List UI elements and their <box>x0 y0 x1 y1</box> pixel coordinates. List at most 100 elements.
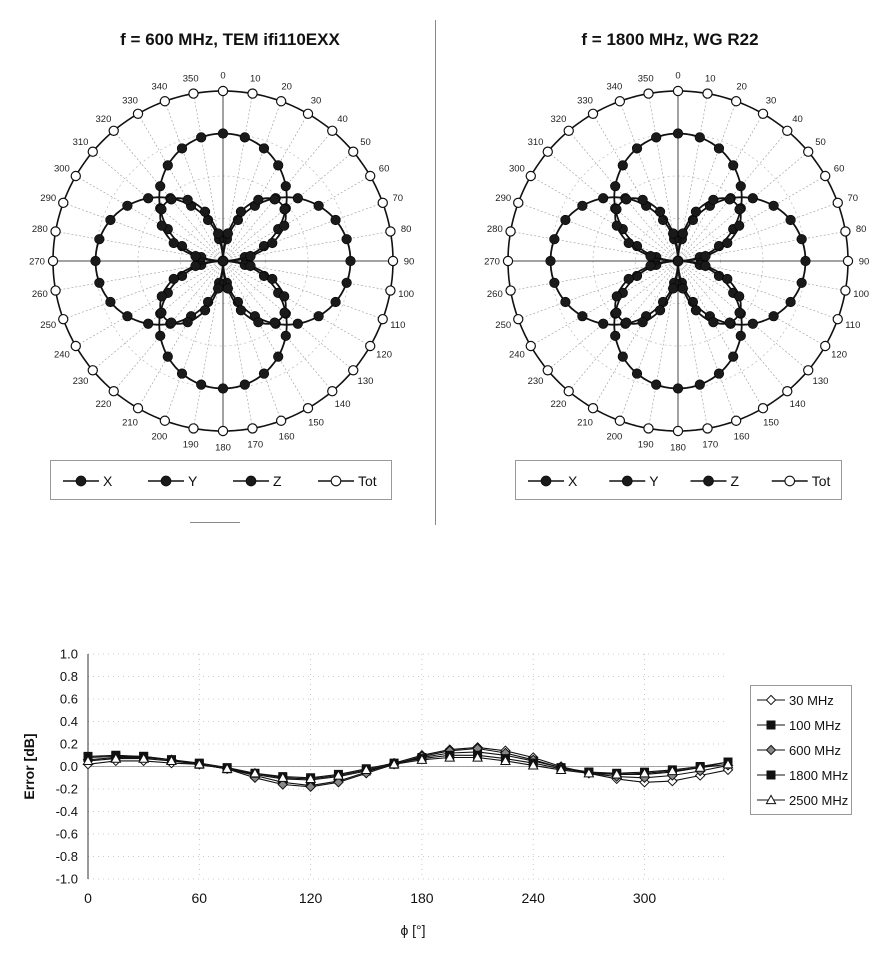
polar-point-tot <box>159 415 171 426</box>
polar-angle-tick: 100 <box>398 289 414 300</box>
polar-angle-tick: 40 <box>792 114 803 125</box>
polar-angle-tick: 130 <box>813 376 829 387</box>
polar-point-z <box>722 237 733 249</box>
polar-point-z <box>245 260 256 271</box>
series-line-3 <box>87 754 729 779</box>
polar-angle-tick: 120 <box>831 350 847 361</box>
polar-point-z <box>267 237 278 249</box>
polar-angle-tick: 260 <box>32 289 48 300</box>
legend-label: Z <box>731 473 740 489</box>
polar-point-z <box>700 251 711 262</box>
polar-angle-tick: 40 <box>337 114 348 125</box>
polar-point-z <box>623 237 634 249</box>
polar-angle-tick: 300 <box>509 164 525 175</box>
legend-marker <box>765 794 777 805</box>
legend-marker <box>765 744 777 756</box>
polar-point-tot <box>247 88 258 99</box>
polar-angle-tick: 310 <box>73 137 89 148</box>
polar-angle-tick: 210 <box>122 418 138 429</box>
polar-point-z <box>637 317 648 328</box>
polar-angle-tick: 200 <box>606 431 622 442</box>
legend-marker <box>160 475 172 487</box>
polar-point-tot <box>782 125 793 136</box>
legend-label: Tot <box>358 473 377 489</box>
polar-angle-tick: 320 <box>96 114 112 125</box>
polar-point-tot <box>505 285 516 296</box>
data-point <box>694 761 706 772</box>
legend-label: Y <box>188 473 198 489</box>
polar-point-x <box>728 351 739 362</box>
polar-point-tot <box>385 226 396 237</box>
polar-point-tot <box>614 96 626 107</box>
polar-point-x <box>176 143 188 154</box>
polar-point-z <box>637 194 648 205</box>
polar-point-z <box>190 260 201 271</box>
data-point <box>388 758 400 769</box>
polar-angle-tick: 260 <box>487 289 503 300</box>
polar-point-tot <box>643 423 654 434</box>
polar-point-z <box>734 204 745 215</box>
data-point <box>527 759 539 770</box>
data-point <box>82 755 94 766</box>
x-tick-label: 300 <box>633 890 657 906</box>
polar-legend-1800mhz: X Y Z Tot <box>515 460 842 500</box>
polar-point-tot <box>542 146 553 157</box>
legend-label: 100 MHz <box>789 718 841 733</box>
polar-angle-tick: 190 <box>183 440 199 451</box>
polar-point-tot <box>803 365 814 376</box>
polar-point-tot <box>365 170 376 182</box>
polar-point-tot <box>70 340 81 352</box>
series-line-4 <box>87 756 729 780</box>
polar-point-z <box>668 283 679 294</box>
legend-label: 600 MHz <box>789 743 841 758</box>
y-tick-label: -1.0 <box>56 872 78 887</box>
polar-point-tot <box>702 423 713 434</box>
y-tick-label: 1.0 <box>60 647 78 662</box>
polar-point-tot <box>302 108 314 119</box>
polar-point-z <box>222 283 233 294</box>
polar-point-y <box>313 200 324 211</box>
polar-point-tot <box>505 226 516 237</box>
polar-angle-tick: 350 <box>183 73 199 84</box>
y-tick-label: 0.4 <box>60 714 78 729</box>
polar-angle-tick: 250 <box>495 320 511 331</box>
legend-label: 2500 MHz <box>789 793 848 808</box>
polar-point-x <box>672 383 684 394</box>
legend-label: 30 MHz <box>789 693 834 708</box>
y-tick-label: -0.6 <box>56 827 78 842</box>
polar-point-y <box>94 234 105 245</box>
polar-point-z <box>279 307 290 318</box>
polar-angle-tick: 0 <box>675 71 680 82</box>
polar-point-tot <box>58 313 69 325</box>
polar-angle-tick: 20 <box>281 82 292 93</box>
polar-point-tot <box>108 386 119 397</box>
polar-point-tot <box>188 423 199 434</box>
polar-angle-tick: 120 <box>376 350 392 361</box>
polar-point-z <box>611 204 622 215</box>
polar-point-y <box>330 214 341 226</box>
polar-point-y <box>105 296 116 308</box>
polar-point-z <box>623 273 634 285</box>
polar-angle-tick: 80 <box>856 224 867 235</box>
polar-point-y <box>549 277 560 288</box>
polar-point-x <box>162 351 173 362</box>
polar-point-z <box>722 273 733 285</box>
polar-angle-tick: 60 <box>379 164 390 175</box>
polar-spoke <box>530 175 679 262</box>
polar-point-y <box>800 255 811 267</box>
x-tick-label: 240 <box>522 890 546 906</box>
y-tick-label: 0.8 <box>60 669 78 684</box>
polar-point-tot <box>702 88 713 99</box>
x-tick-label: 60 <box>192 890 208 906</box>
polar-point-x <box>258 368 270 379</box>
polar-point-z <box>645 260 656 271</box>
polar-point-z <box>156 291 167 302</box>
polar-angle-tick: 340 <box>151 82 167 93</box>
polar-point-x <box>162 160 173 171</box>
polar-spoke <box>222 113 309 262</box>
polar-point-z <box>213 228 224 239</box>
polar-point-z <box>217 255 229 267</box>
polar-point-tot <box>803 146 814 157</box>
y-tick-label: 0.0 <box>60 759 78 774</box>
polar-point-tot <box>377 197 388 209</box>
